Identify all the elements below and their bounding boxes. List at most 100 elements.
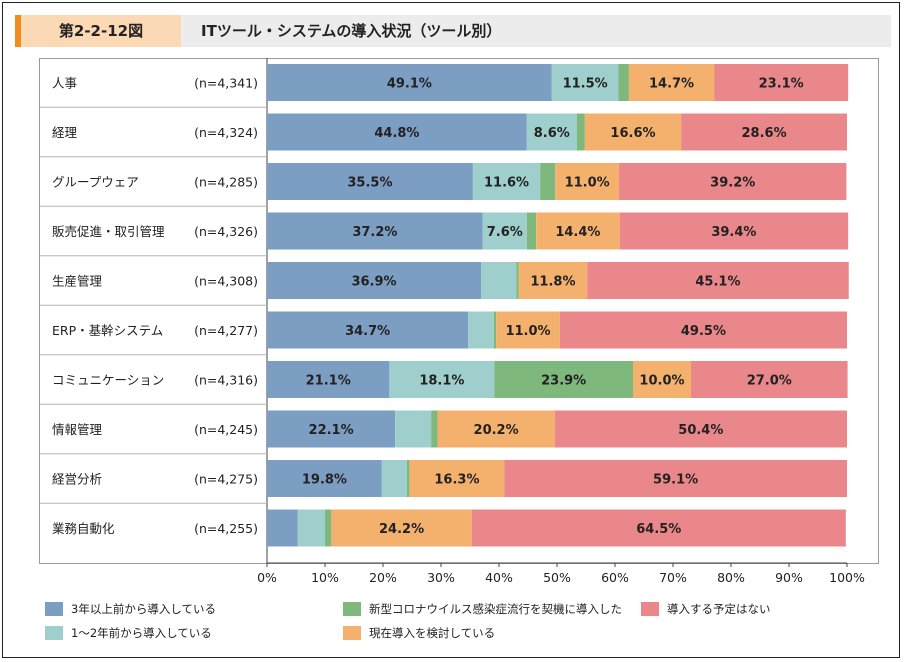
bar-segment <box>504 460 847 497</box>
sample-size-label: (n=4,277) <box>194 323 258 338</box>
data-label: 8.6% <box>534 126 570 141</box>
data-label: 11.0% <box>565 176 610 191</box>
legend-label: 1～2年前から導入している <box>71 626 212 640</box>
legend-item: 1～2年前から導入している <box>45 624 212 642</box>
bar-segment <box>409 460 505 497</box>
bar-segment <box>267 212 483 250</box>
sample-size-label: (n=4,326) <box>194 224 258 239</box>
legend-item: 現在導入を検討している <box>343 624 495 642</box>
x-tick-label: 100% <box>829 570 865 585</box>
sample-size-label: (n=4,308) <box>194 274 258 289</box>
sample-size-label: (n=4,341) <box>194 76 258 91</box>
bar-segment <box>551 64 619 101</box>
category-label: グループウェア <box>52 175 139 190</box>
legend-label: 3年以上前から導入している <box>71 602 216 616</box>
legend-swatch <box>45 626 63 640</box>
data-label: 23.1% <box>759 77 804 92</box>
bar-segment <box>267 311 469 349</box>
data-label: 10.0% <box>639 374 684 389</box>
data-label: 7.6% <box>487 225 523 240</box>
data-label: 39.2% <box>710 176 755 191</box>
data-label: 39.4% <box>711 225 756 240</box>
bar-segment <box>496 311 560 349</box>
data-label: 11.8% <box>530 275 575 290</box>
x-tick-label: 40% <box>485 570 513 585</box>
legend-label: 導入する予定はない <box>667 602 771 616</box>
data-label: 28.6% <box>742 126 787 141</box>
data-label: 11.5% <box>563 77 608 92</box>
bar-segment <box>267 163 473 200</box>
data-label: 49.1% <box>387 77 432 92</box>
legend-label: 新型コロナウイルス感染症流行を契機に導入した <box>369 602 622 616</box>
data-label: 23.9% <box>541 374 586 389</box>
data-label: 14.4% <box>555 225 600 240</box>
bar-segment <box>619 212 849 250</box>
x-tick-label: 10% <box>311 570 339 585</box>
bar-segment <box>518 262 588 299</box>
bar-segment <box>587 262 849 299</box>
figure-number: 第2-2-12図 <box>21 15 181 47</box>
bar-segment <box>267 361 390 398</box>
bar-segment <box>389 361 495 398</box>
legend-swatch <box>641 602 659 616</box>
bar-segment <box>690 361 848 398</box>
data-label: 37.2% <box>352 225 397 240</box>
category-label: 生産管理 <box>52 274 103 289</box>
data-label: 22.1% <box>309 423 354 438</box>
category-label: 人事 <box>52 76 77 91</box>
bar-segment <box>584 113 682 151</box>
bar-segment <box>437 410 555 448</box>
bar-segment <box>267 460 382 497</box>
legend-swatch <box>343 626 361 640</box>
bar-segment <box>494 361 633 398</box>
bar-segment <box>559 311 847 349</box>
category-label: 業務自動化 <box>52 521 115 536</box>
data-label: 11.0% <box>505 324 550 339</box>
bar-segment <box>297 509 325 547</box>
bar-segment <box>471 509 846 547</box>
data-label: 16.3% <box>434 473 479 488</box>
bar-segment <box>381 460 407 497</box>
sample-size-label: (n=4,245) <box>194 422 258 437</box>
bar-segment <box>331 509 472 547</box>
legend-item: 3年以上前から導入している <box>45 600 216 618</box>
sample-size-label: (n=4,285) <box>194 175 258 190</box>
bar-segment <box>267 64 552 101</box>
sample-size-label: (n=4,324) <box>194 125 258 140</box>
bar-segment <box>267 262 482 299</box>
sample-size-label: (n=4,275) <box>194 472 258 487</box>
bar-segment <box>618 64 629 101</box>
data-label: 50.4% <box>678 423 723 438</box>
x-tick-label: 70% <box>659 570 687 585</box>
bar-segment <box>267 113 527 151</box>
x-tick-label: 0% <box>257 570 277 585</box>
data-label: 21.1% <box>306 374 351 389</box>
data-label: 64.5% <box>636 522 681 537</box>
bar-segment <box>267 509 298 547</box>
data-label: 24.2% <box>379 522 424 537</box>
bar-segment <box>632 361 691 398</box>
bar-segment <box>267 410 396 448</box>
category-label: コミュニケーション <box>52 373 164 388</box>
bar-segment <box>714 64 849 101</box>
data-label: 34.7% <box>345 324 390 339</box>
data-label: 14.7% <box>649 77 694 92</box>
legend-swatch <box>343 602 361 616</box>
bar-segment <box>526 113 577 151</box>
bar-segment <box>395 410 432 448</box>
data-label: 35.5% <box>347 176 392 191</box>
bar-segment <box>554 410 847 448</box>
figure-title: ITツール・システムの導入状況（ツール別） <box>201 22 502 40</box>
category-label: ERP・基幹システム <box>52 323 163 338</box>
category-label: 販売促進・取引管理 <box>52 224 165 239</box>
x-tick-label: 60% <box>601 570 629 585</box>
x-tick-label: 80% <box>717 570 745 585</box>
header-accent-bar <box>15 15 21 47</box>
data-label: 19.8% <box>302 473 347 488</box>
category-label: 情報管理 <box>52 422 103 437</box>
x-tick-label: 90% <box>775 570 803 585</box>
data-label: 27.0% <box>747 374 792 389</box>
bar-segment <box>481 262 517 299</box>
bar-segment <box>536 212 620 250</box>
